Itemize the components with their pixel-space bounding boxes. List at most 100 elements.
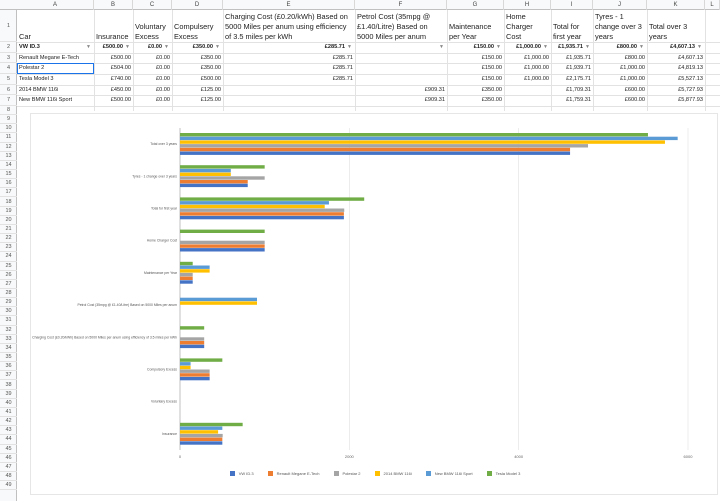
bar-renault-megane-e-tech[interactable] — [180, 180, 248, 184]
bar-tesla-model-3[interactable] — [180, 422, 243, 427]
cell-tyres[interactable]: £800.00 — [624, 55, 645, 61]
bar-tesla-model-3[interactable] — [180, 261, 193, 266]
column-header-k[interactable]: K — [647, 0, 705, 10]
bar-2014-bmw-116i[interactable] — [180, 269, 210, 273]
cell-charging[interactable]: £285.71 — [332, 65, 353, 71]
cell-tyres[interactable]: £600.00 — [624, 97, 645, 103]
row-header-49[interactable]: 49 — [0, 481, 17, 491]
cell-compulsory[interactable]: £500.00 — [200, 76, 221, 82]
row-header-5[interactable]: 5 — [0, 74, 17, 85]
row-header-9[interactable]: 9 — [0, 115, 17, 125]
legend-item[interactable]: 2014 BMW 116i — [374, 471, 412, 477]
cell-total3[interactable]: £5,877.93 — [678, 97, 703, 103]
bar-renault-megane-e-tech[interactable] — [180, 244, 265, 248]
cell-tyres[interactable]: £1,000.00 — [620, 65, 645, 71]
selected-cell-outline[interactable] — [17, 63, 94, 74]
cell-petrol[interactable] — [357, 63, 445, 74]
row-header-12[interactable]: 12 — [0, 143, 17, 152]
legend-item[interactable]: Tesla Model 3 — [486, 471, 520, 477]
bar-renault-megane-e-tech[interactable] — [180, 373, 210, 377]
cell-total3[interactable]: £5,727.93 — [678, 87, 703, 93]
cell-insurance[interactable]: £450.00 — [110, 87, 131, 93]
row-header-45[interactable]: 45 — [0, 445, 17, 454]
cell-insurance[interactable]: £504.00 — [110, 65, 131, 71]
cell-car[interactable]: 2014 BMW 116i — [19, 87, 59, 93]
column-header-l[interactable]: L — [705, 0, 720, 10]
filter-icon[interactable]: ▼ — [164, 44, 169, 50]
row-header-42[interactable]: 42 — [0, 417, 17, 427]
cell-voluntary[interactable]: £0.00 — [148, 44, 162, 50]
cell-maintenance[interactable]: £150.00 — [481, 55, 502, 61]
header-first_year[interactable]: Total for first year — [553, 10, 591, 42]
bar-new-bmw-116i-sport[interactable] — [180, 426, 223, 430]
row-header-26[interactable]: 26 — [0, 271, 17, 280]
cell-petrol[interactable] — [357, 53, 445, 63]
bar-new-bmw-116i-sport[interactable] — [180, 136, 678, 141]
cell-first_year[interactable]: £1,939.71 — [566, 65, 591, 71]
cell-compulsory[interactable]: £125.00 — [200, 97, 221, 103]
bar-vw-id-3[interactable] — [180, 151, 571, 155]
bar-2014-bmw-116i[interactable] — [180, 365, 191, 370]
row-header-29[interactable]: 29 — [0, 298, 17, 308]
filter-icon[interactable]: ▼ — [585, 44, 590, 50]
bar-vw-id-3[interactable] — [180, 280, 193, 284]
cell-charger[interactable]: £1,000.00 — [524, 55, 549, 61]
bar-new-bmw-116i-sport[interactable] — [180, 168, 231, 173]
cell-maintenance[interactable]: £150.00 — [473, 44, 494, 50]
row-header-32[interactable]: 32 — [0, 326, 17, 335]
cell-charging[interactable]: £285.71 — [324, 44, 345, 50]
bar-vw-id-3[interactable] — [180, 248, 265, 252]
cell-insurance[interactable]: £500.00 — [102, 44, 123, 50]
filter-icon[interactable]: ▼ — [697, 44, 702, 50]
cell-first_year[interactable]: £1,935.71 — [558, 44, 583, 50]
bar-polestar-2[interactable] — [180, 176, 265, 180]
cell-voluntary[interactable]: £0.00 — [156, 76, 170, 82]
cell-charger[interactable] — [506, 85, 549, 95]
bar-vw-id-3[interactable] — [180, 183, 248, 188]
row-header-30[interactable]: 30 — [0, 307, 17, 317]
cell-tyres[interactable]: £600.00 — [624, 87, 645, 93]
bar-renault-megane-e-tech[interactable] — [180, 341, 205, 345]
filter-icon[interactable]: ▼ — [86, 44, 91, 50]
header-petrol[interactable]: Petrol Cost (35mpg @ £1.40/Litre) Based … — [357, 10, 445, 42]
cell-first_year[interactable]: £2,175.71 — [566, 76, 591, 82]
header-compulsory[interactable]: Compulsery Excess — [174, 10, 221, 42]
cell-car[interactable]: VW ID.3 — [19, 44, 40, 50]
cell-first_year[interactable]: £1,935.71 — [566, 55, 591, 61]
row-header-8[interactable]: 8 — [0, 106, 17, 116]
row-header-34[interactable]: 34 — [0, 344, 17, 354]
bar-vw-id-3[interactable] — [180, 376, 210, 381]
row-header-6[interactable]: 6 — [0, 85, 17, 95]
cell-compulsory[interactable]: £350.00 — [200, 55, 221, 61]
bar-new-bmw-116i-sport[interactable] — [180, 265, 210, 269]
row-header-10[interactable]: 10 — [0, 124, 17, 134]
bar-polestar-2[interactable] — [180, 208, 345, 212]
cell-petrol[interactable] — [357, 74, 445, 85]
row-header-43[interactable]: 43 — [0, 426, 17, 436]
bar-vw-id-3[interactable] — [180, 441, 223, 445]
cell-charger[interactable] — [506, 95, 549, 106]
bar-2014-bmw-116i[interactable] — [180, 140, 665, 144]
row-header-15[interactable]: 15 — [0, 170, 17, 180]
cell-petrol[interactable]: £909.31 — [424, 87, 445, 93]
cell-car[interactable]: Renault Megane E-Tech — [19, 55, 80, 61]
row-header-14[interactable]: 14 — [0, 161, 17, 171]
bar-new-bmw-116i-sport[interactable] — [180, 362, 191, 366]
row-header-23[interactable]: 23 — [0, 243, 17, 253]
header-tyres[interactable]: Tyres - 1 change over 3 years — [595, 10, 645, 42]
bar-2014-bmw-116i[interactable] — [180, 430, 219, 434]
row-header-39[interactable]: 39 — [0, 390, 17, 399]
bar-new-bmw-116i-sport[interactable] — [180, 201, 329, 205]
cell-car[interactable]: Polestar 2 — [19, 65, 45, 71]
row-header-46[interactable]: 46 — [0, 454, 17, 463]
header-car[interactable]: Car — [19, 10, 92, 42]
cell-compulsory[interactable]: £350.00 — [192, 44, 213, 50]
header-maintenance[interactable]: Maintenance per Year — [449, 10, 502, 42]
bar-tesla-model-3[interactable] — [180, 133, 648, 137]
cell-car[interactable]: Tesla Model 3 — [19, 76, 54, 82]
bar-tesla-model-3[interactable] — [180, 358, 223, 362]
row-header-22[interactable]: 22 — [0, 234, 17, 244]
bar-polestar-2[interactable] — [180, 369, 210, 373]
bar-tesla-model-3[interactable] — [180, 197, 365, 201]
filter-icon[interactable]: ▼ — [439, 44, 444, 50]
